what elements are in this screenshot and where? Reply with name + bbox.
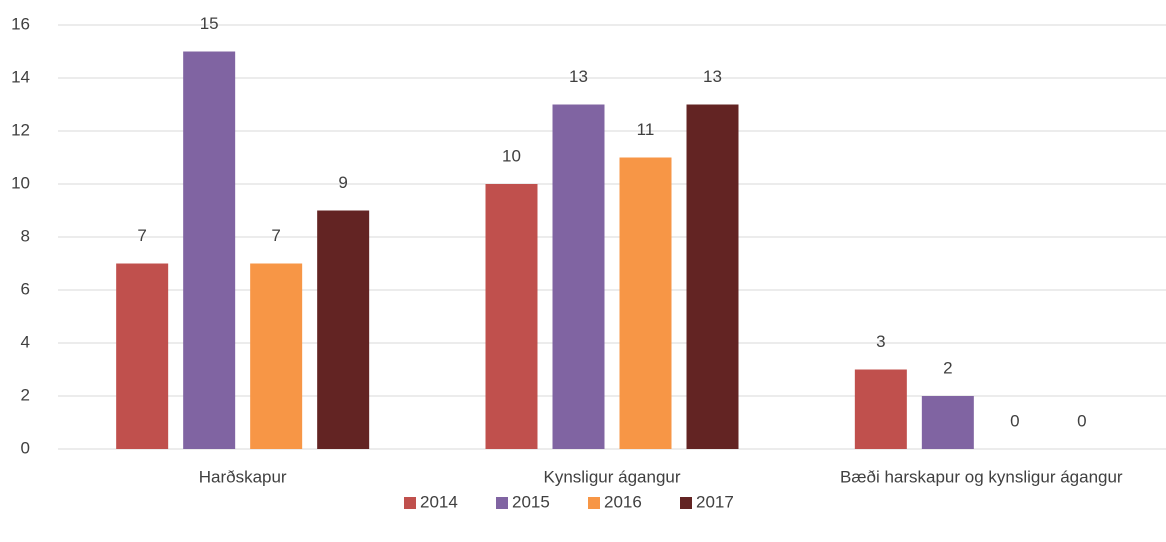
y-tick-label: 4 xyxy=(21,332,30,351)
legend-swatch xyxy=(588,497,600,509)
y-tick-label: 16 xyxy=(11,14,30,33)
data-label: 0 xyxy=(1010,411,1019,430)
data-label: 15 xyxy=(200,14,219,33)
x-tick-label: Bæði harskapur og kynsligur ágangur xyxy=(840,467,1123,486)
y-tick-label: 12 xyxy=(11,120,30,139)
legend-swatch xyxy=(404,497,416,509)
y-tick-label: 14 xyxy=(11,67,30,86)
data-label: 2 xyxy=(943,358,952,377)
data-label: 3 xyxy=(876,332,885,351)
data-label: 9 xyxy=(338,173,347,192)
legend-label: 2015 xyxy=(512,492,550,511)
bar xyxy=(552,104,605,449)
x-tick-label: Kynsligur ágangur xyxy=(543,467,680,486)
legend-label: 2017 xyxy=(696,492,734,511)
bar xyxy=(921,396,974,449)
bar xyxy=(183,51,236,449)
legend-swatch xyxy=(496,497,508,509)
data-label: 11 xyxy=(637,120,655,139)
y-tick-label: 6 xyxy=(21,279,30,298)
bar xyxy=(485,184,538,449)
legend-swatch xyxy=(680,497,692,509)
data-label: 7 xyxy=(271,226,280,245)
y-tick-label: 2 xyxy=(21,385,30,404)
y-tick-label: 0 xyxy=(21,438,30,457)
legend-label: 2014 xyxy=(420,492,458,511)
x-tick-label: Harðskapur xyxy=(199,467,287,486)
data-label: 7 xyxy=(137,226,146,245)
bar xyxy=(854,369,907,449)
bar xyxy=(116,263,169,449)
data-label: 0 xyxy=(1077,411,1086,430)
bar xyxy=(686,104,739,449)
y-tick-label: 10 xyxy=(11,173,30,192)
data-label: 10 xyxy=(502,146,521,165)
bar xyxy=(250,263,303,449)
legend-label: 2016 xyxy=(604,492,642,511)
data-label: 13 xyxy=(569,67,588,86)
bar xyxy=(317,210,370,449)
bar xyxy=(619,157,672,449)
y-tick-label: 8 xyxy=(21,226,30,245)
data-label: 13 xyxy=(703,67,722,86)
